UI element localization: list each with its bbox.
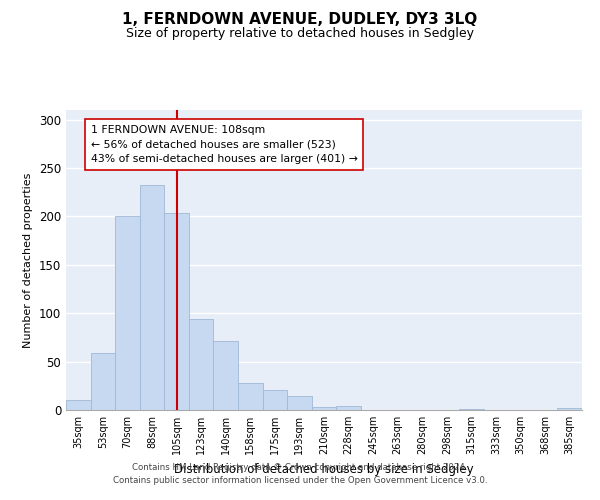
Bar — [115, 216, 140, 410]
Text: Size of property relative to detached houses in Sedgley: Size of property relative to detached ho… — [126, 28, 474, 40]
Bar — [238, 383, 263, 410]
Bar — [263, 390, 287, 410]
X-axis label: Distribution of detached houses by size in Sedgley: Distribution of detached houses by size … — [174, 462, 474, 475]
Text: 1 FERNDOWN AVENUE: 108sqm
← 56% of detached houses are smaller (523)
43% of semi: 1 FERNDOWN AVENUE: 108sqm ← 56% of detac… — [91, 124, 358, 164]
Bar — [189, 319, 214, 410]
Bar — [140, 184, 164, 410]
Bar — [66, 400, 91, 410]
Bar — [336, 406, 361, 410]
Text: Contains HM Land Registry data © Crown copyright and database right 2024.: Contains HM Land Registry data © Crown c… — [132, 464, 468, 472]
Bar — [214, 342, 238, 410]
Bar — [164, 212, 189, 410]
Bar — [91, 353, 115, 410]
Bar — [312, 407, 336, 410]
Bar — [557, 408, 582, 410]
Text: Contains public sector information licensed under the Open Government Licence v3: Contains public sector information licen… — [113, 476, 487, 485]
Bar — [459, 409, 484, 410]
Text: 1, FERNDOWN AVENUE, DUDLEY, DY3 3LQ: 1, FERNDOWN AVENUE, DUDLEY, DY3 3LQ — [122, 12, 478, 28]
Bar — [287, 396, 312, 410]
Y-axis label: Number of detached properties: Number of detached properties — [23, 172, 34, 348]
